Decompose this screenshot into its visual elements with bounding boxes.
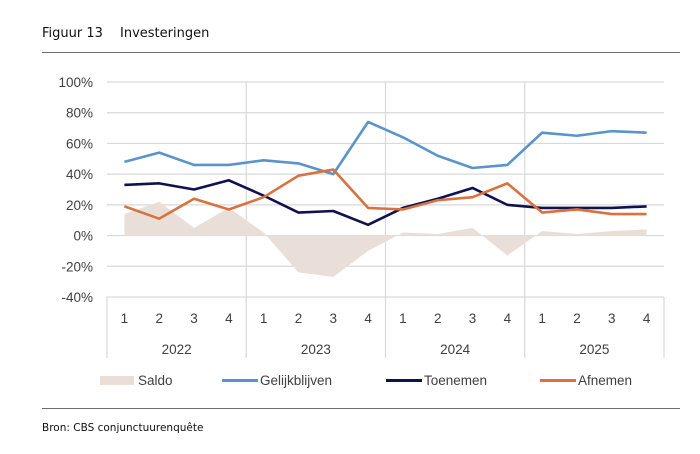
x-tick-label-quarter: 4 bbox=[643, 311, 651, 326]
legend-swatch-toenemen bbox=[386, 379, 422, 382]
x-tick-label-quarter: 2 bbox=[295, 311, 303, 326]
legend-label-saldo: Saldo bbox=[138, 373, 173, 388]
x-tick-label-year: 2023 bbox=[301, 342, 331, 357]
x-tick-label-quarter: 4 bbox=[504, 311, 512, 326]
source-note: Bron: CBS conjunctuurenquête bbox=[42, 422, 204, 434]
x-tick-label-quarter: 1 bbox=[399, 311, 407, 326]
series-line-toenemen bbox=[124, 178, 647, 227]
x-tick-label-quarter: 4 bbox=[225, 311, 233, 326]
x-tick-label-quarter: 4 bbox=[364, 311, 372, 326]
x-tick-label-quarter: 3 bbox=[330, 311, 338, 326]
x-tick-label-quarter: 2 bbox=[434, 311, 442, 326]
x-tick-label-quarter: 3 bbox=[469, 311, 477, 326]
x-tick-label-quarter: 1 bbox=[260, 311, 268, 326]
legend-item-afnemen: Afnemen bbox=[540, 373, 632, 388]
grid-layer bbox=[106, 81, 665, 358]
y-tick-label: -40% bbox=[61, 290, 93, 305]
x-tick-label-quarter: 2 bbox=[155, 311, 163, 326]
x-tick-label-year: 2024 bbox=[440, 342, 471, 357]
footer-rule bbox=[42, 408, 680, 409]
legend-item-toenemen: Toenemen bbox=[386, 373, 487, 388]
y-tick-label: 80% bbox=[66, 106, 93, 121]
legend-swatch-afnemen bbox=[540, 379, 576, 382]
saldo-area-layer bbox=[124, 201, 647, 278]
legend-label-gelijkblijven: Gelijkblijven bbox=[260, 373, 333, 388]
legend-item-saldo: Saldo bbox=[100, 373, 173, 388]
series-lines-layer bbox=[123, 120, 647, 227]
axis-layer: 100% 80% 60% 40% 20% 0% -20% -40% 1 2 3 4 1 2 3 4 1 2 3 4 1 2… bbox=[58, 75, 650, 357]
x-tick-label-year: 2022 bbox=[162, 342, 192, 357]
x-tick-label-year: 2025 bbox=[579, 342, 609, 357]
saldo-area bbox=[124, 201, 647, 278]
legend-label-toenemen: Toenemen bbox=[424, 373, 488, 388]
y-tick-label: 0% bbox=[73, 229, 93, 244]
x-tick-label-quarter: 1 bbox=[121, 311, 129, 326]
series-line-gelijkblijven bbox=[124, 120, 647, 176]
figure-number: Figuur 13 bbox=[42, 26, 103, 41]
figure-header: Figuur 13 Investeringen bbox=[42, 26, 209, 41]
figure-title: Investeringen bbox=[120, 26, 210, 41]
header-rule bbox=[42, 52, 680, 53]
legend-label-afnemen: Afnemen bbox=[578, 373, 633, 388]
x-tick-label-quarter: 3 bbox=[608, 311, 616, 326]
x-tick-label-quarter: 1 bbox=[538, 311, 546, 326]
y-tick-label: 20% bbox=[66, 198, 93, 213]
x-tick-label-quarter: 2 bbox=[573, 311, 581, 326]
series-line-afnemen bbox=[123, 168, 647, 220]
y-tick-label: 60% bbox=[66, 136, 93, 151]
y-tick-label: 100% bbox=[58, 75, 93, 90]
legend-item-gelijkblijven: Gelijkblijven bbox=[222, 373, 332, 388]
y-tick-label: -20% bbox=[61, 259, 93, 274]
y-tick-label: 40% bbox=[66, 167, 93, 182]
legend: Saldo Gelijkblijven Toenemen Afnemen bbox=[0, 373, 700, 393]
legend-swatch-gelijkblijven bbox=[222, 379, 258, 382]
legend-swatch-saldo bbox=[100, 376, 134, 385]
x-tick-label-quarter: 3 bbox=[190, 311, 198, 326]
